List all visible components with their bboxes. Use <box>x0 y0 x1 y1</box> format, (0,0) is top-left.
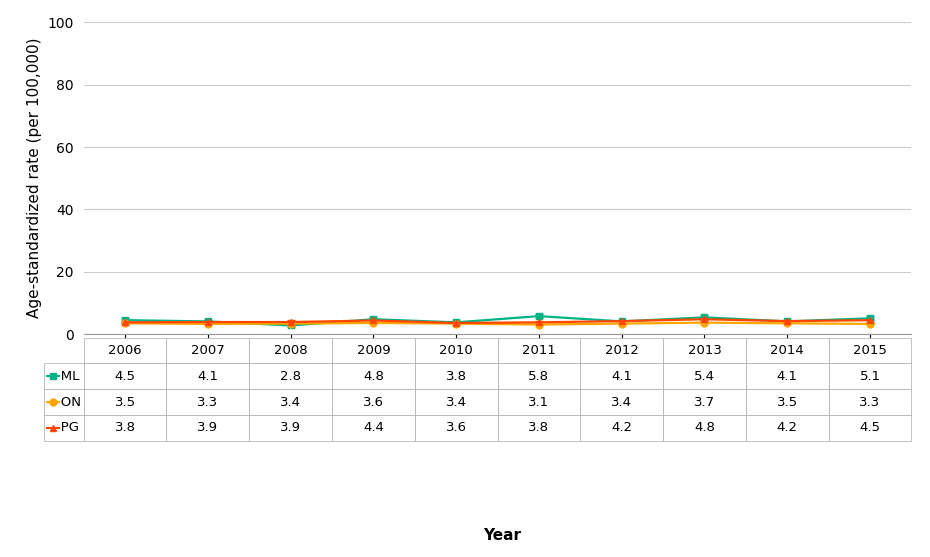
Y-axis label: Age-standardized rate (per 100,000): Age-standardized rate (per 100,000) <box>27 38 42 319</box>
Text: Year: Year <box>484 528 521 543</box>
